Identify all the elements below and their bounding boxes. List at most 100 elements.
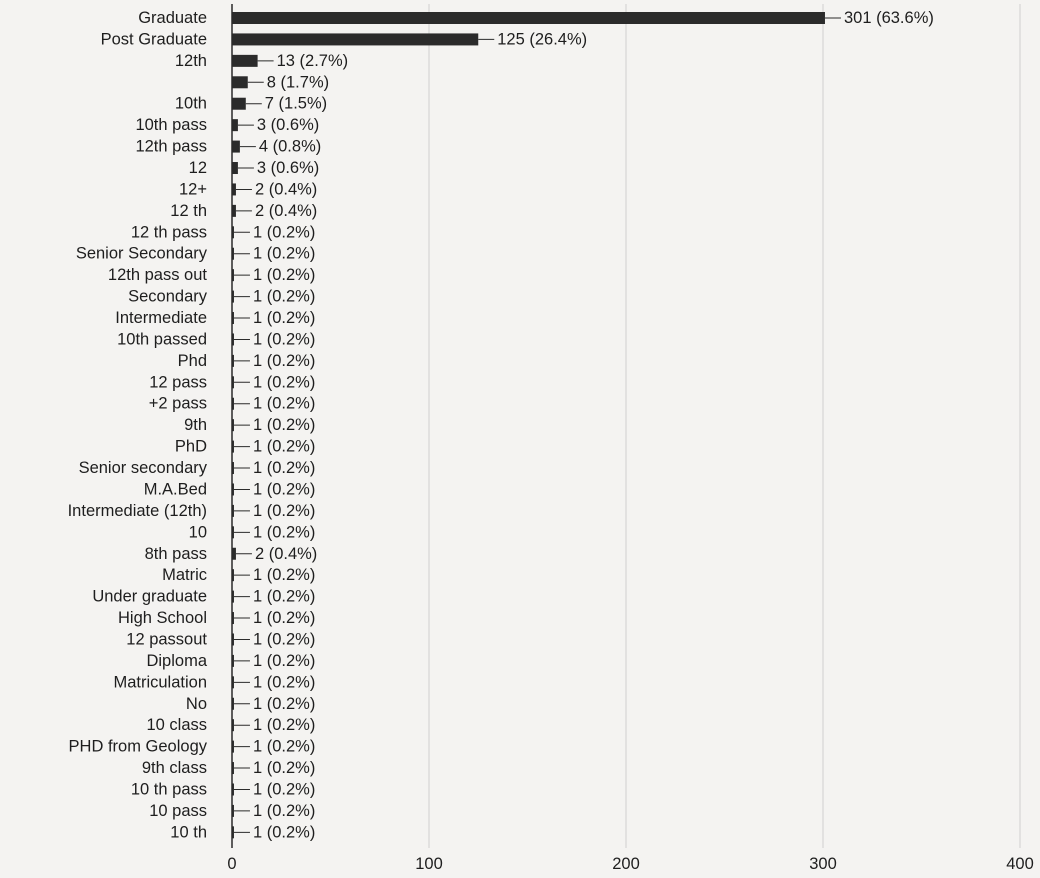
data-label: 8 (1.7%) bbox=[267, 73, 329, 91]
data-label: 1 (0.2%) bbox=[253, 330, 315, 348]
category-label: PhD bbox=[175, 438, 207, 456]
data-label: 1 (0.2%) bbox=[253, 523, 315, 541]
bar bbox=[232, 697, 234, 710]
bar bbox=[232, 569, 234, 582]
bar bbox=[232, 526, 234, 539]
data-label: 1 (0.2%) bbox=[253, 352, 315, 370]
bar bbox=[232, 783, 234, 796]
bar bbox=[232, 612, 234, 625]
data-label: 1 (0.2%) bbox=[253, 502, 315, 520]
category-labels: Graduate Post Graduate 12th 10th 10th pass 12… bbox=[68, 9, 208, 841]
category-label: 12 passout bbox=[126, 630, 207, 648]
bar bbox=[232, 269, 234, 282]
bar bbox=[232, 354, 234, 367]
data-label: 3 (0.6%) bbox=[257, 116, 319, 134]
category-label: Senior secondary bbox=[79, 459, 208, 477]
x-tick-label: 100 bbox=[415, 855, 443, 873]
category-label: 12 bbox=[189, 159, 207, 177]
x-tick-label: 300 bbox=[809, 855, 837, 873]
x-tick-label: 200 bbox=[612, 855, 640, 873]
category-label: 9th bbox=[184, 416, 207, 434]
bar bbox=[232, 376, 234, 389]
bar bbox=[232, 504, 234, 517]
bar bbox=[232, 397, 234, 410]
category-label: 10 pass bbox=[149, 802, 207, 820]
bar bbox=[232, 204, 236, 217]
data-label: 4 (0.8%) bbox=[259, 138, 321, 156]
x-tick-labels: 0 100 200 300 400 bbox=[227, 855, 1033, 873]
bar bbox=[232, 804, 234, 817]
category-label: Secondary bbox=[128, 288, 208, 306]
category-label: 10 th pass bbox=[131, 780, 207, 798]
category-label: Matric bbox=[162, 566, 207, 584]
data-label: 1 (0.2%) bbox=[253, 673, 315, 691]
data-label: 1 (0.2%) bbox=[253, 266, 315, 284]
bar bbox=[232, 419, 234, 432]
data-label: 7 (1.5%) bbox=[265, 95, 327, 113]
grid-lines bbox=[428, 4, 1021, 848]
bar bbox=[232, 826, 234, 839]
data-label: 1 (0.2%) bbox=[253, 802, 315, 820]
category-label: 8th pass bbox=[145, 545, 207, 563]
category-label: Graduate bbox=[138, 9, 207, 27]
data-label: 1 (0.2%) bbox=[253, 716, 315, 734]
data-label: 1 (0.2%) bbox=[253, 309, 315, 327]
category-label: High School bbox=[118, 609, 207, 627]
category-label: 12 pass bbox=[149, 373, 207, 391]
bar bbox=[232, 247, 234, 260]
data-label: 2 (0.4%) bbox=[255, 180, 317, 198]
category-label: 10th passed bbox=[117, 330, 207, 348]
category-label: PHD from Geology bbox=[69, 738, 208, 756]
category-label: 12 th pass bbox=[131, 223, 207, 241]
category-label: 12th pass out bbox=[108, 266, 207, 284]
bar bbox=[232, 76, 248, 89]
bar bbox=[232, 547, 236, 560]
bar bbox=[232, 762, 234, 775]
category-label: 10th pass bbox=[135, 116, 207, 134]
category-label: 10 bbox=[189, 523, 207, 541]
data-label: 1 (0.2%) bbox=[253, 738, 315, 756]
data-label: 1 (0.2%) bbox=[253, 609, 315, 627]
data-label: 1 (0.2%) bbox=[253, 566, 315, 584]
bar bbox=[232, 290, 234, 303]
category-label: Diploma bbox=[146, 652, 207, 670]
bar bbox=[232, 740, 234, 753]
data-label: 1 (0.2%) bbox=[253, 588, 315, 606]
category-label: Under graduate bbox=[92, 588, 207, 606]
x-tick-label: 0 bbox=[227, 855, 236, 873]
data-label: 125 (26.4%) bbox=[497, 30, 587, 48]
category-label: Senior Secondary bbox=[76, 245, 208, 263]
data-label: 1 (0.2%) bbox=[253, 288, 315, 306]
bar bbox=[232, 12, 825, 24]
category-label: Intermediate (12th) bbox=[68, 502, 207, 520]
bar bbox=[232, 140, 240, 153]
bar bbox=[232, 333, 234, 346]
category-label: 12+ bbox=[179, 180, 207, 198]
bar bbox=[232, 162, 238, 175]
data-label: 1 (0.2%) bbox=[253, 373, 315, 391]
bar bbox=[232, 654, 234, 667]
data-label: 1 (0.2%) bbox=[253, 480, 315, 498]
category-label: Matriculation bbox=[113, 673, 207, 691]
category-label: 12 th bbox=[170, 202, 207, 220]
category-label: 10 th bbox=[170, 823, 207, 841]
category-label: 12th bbox=[175, 52, 207, 70]
bar bbox=[232, 462, 234, 475]
data-label: 1 (0.2%) bbox=[253, 630, 315, 648]
bar bbox=[232, 483, 234, 496]
data-label: 1 (0.2%) bbox=[253, 823, 315, 841]
category-label: M.A.Bed bbox=[144, 480, 207, 498]
bar bbox=[232, 97, 246, 110]
x-tick-label: 400 bbox=[1006, 855, 1034, 873]
bar bbox=[232, 54, 258, 67]
bar bbox=[232, 633, 234, 646]
data-label: 1 (0.2%) bbox=[253, 223, 315, 241]
bar bbox=[232, 676, 234, 689]
bar bbox=[232, 119, 238, 132]
data-label: 3 (0.6%) bbox=[257, 159, 319, 177]
data-label: 1 (0.2%) bbox=[253, 759, 315, 777]
data-label: 1 (0.2%) bbox=[253, 780, 315, 798]
category-label: 12th pass bbox=[135, 138, 207, 156]
category-label: 9th class bbox=[142, 759, 207, 777]
